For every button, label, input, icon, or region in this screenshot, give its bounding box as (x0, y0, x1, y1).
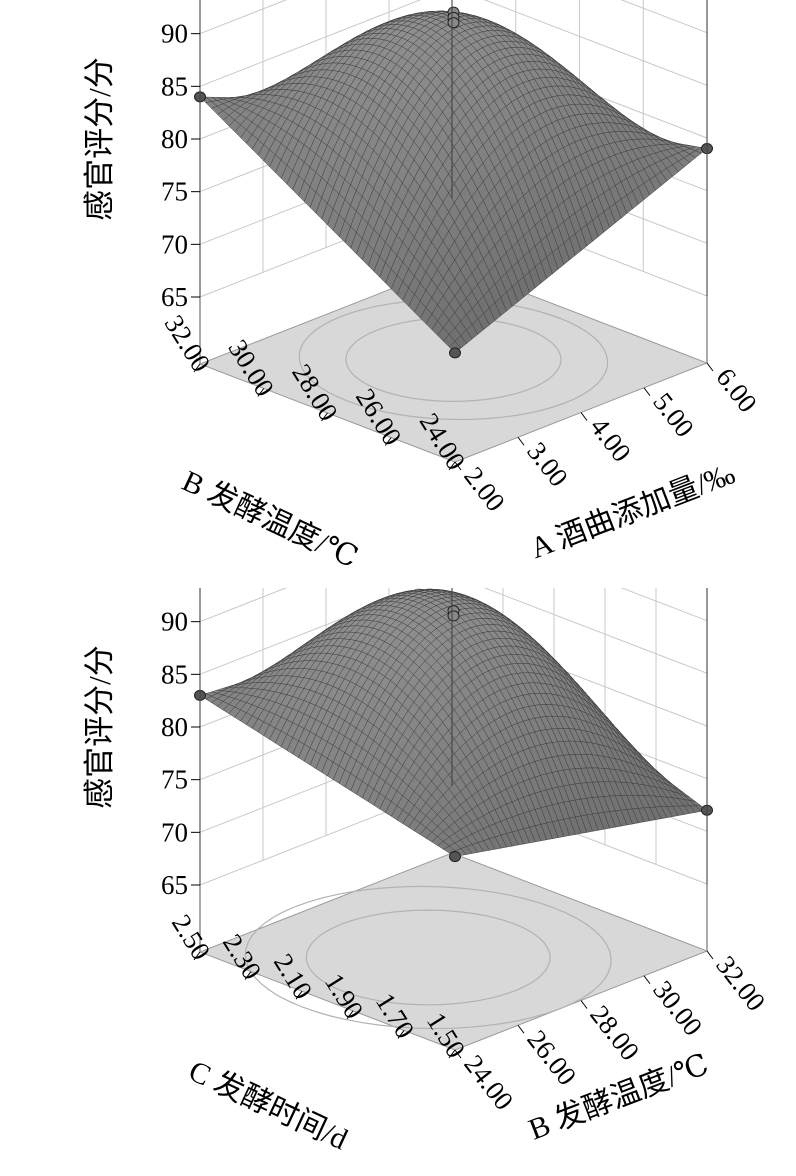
surface-chart-svg: 65707580859095感官评分/分24.0026.0028.0030.00… (82, 588, 771, 1156)
z-axis: 65707580859095 (161, 19, 200, 312)
y-tick-label: 2.50 (166, 909, 216, 965)
x-tick-mark (517, 436, 525, 446)
z-tick-label: 80 (161, 712, 188, 742)
y-tick-mark (397, 1030, 405, 1039)
z-axis: 65707580859095 (161, 607, 200, 900)
y-axis-title: B 发酵温度/℃ (177, 464, 363, 574)
surface-plot-b-c: 65707580859095感官评分/分24.0026.0028.0030.00… (0, 588, 796, 1176)
x-tick-label: 6.00 (710, 362, 763, 418)
x-tick-label: 5.00 (647, 387, 700, 443)
gridline-z (199, 0, 708, 35)
x-tick-label: 28.00 (584, 1000, 645, 1066)
z-tick-label: 70 (161, 817, 188, 847)
y-tick-mark (257, 388, 265, 397)
y-tick-mark (193, 363, 201, 373)
z-tick-label: 90 (161, 607, 188, 637)
y-axis-title: C 发酵时间/d (184, 1054, 353, 1156)
response-surface (199, 10, 708, 354)
x-tick-mark (580, 412, 588, 421)
z-tick-label: 75 (161, 765, 188, 795)
z-tick-label: 85 (161, 659, 188, 689)
z-tick-label: 75 (161, 177, 188, 207)
z-tick-label: 65 (161, 282, 188, 312)
response-surface (199, 588, 708, 857)
z-tick-label: 70 (161, 229, 188, 259)
x-tick-mark (517, 1024, 525, 1034)
y-tick-mark (193, 951, 201, 961)
z-tick-label: 85 (161, 71, 188, 101)
x-tick-mark (454, 461, 462, 471)
x-tick-label: 24.00 (458, 1049, 519, 1115)
z-axis-title: 感官评分/分 (82, 645, 117, 809)
y-tick-mark (346, 1010, 354, 1020)
z-tick-label: 90 (161, 19, 188, 49)
x-tick-mark (706, 362, 714, 372)
x-tick-label: 32.00 (710, 950, 771, 1016)
surface-plot-a-b: 65707580859095感官评分/分2.003.004.005.006.00… (82, 0, 763, 574)
y-tick-mark (384, 437, 392, 446)
gridline-z (199, 588, 708, 675)
y-tick-mark (448, 461, 456, 471)
contour-line (305, 909, 551, 1006)
x-tick-mark (580, 1000, 588, 1009)
x-tick-label: 2.00 (458, 461, 511, 517)
x-tick-label: 30.00 (647, 975, 708, 1041)
z-tick-label: 65 (161, 870, 188, 900)
x-tick-label: 26.00 (521, 1024, 582, 1090)
data-point (449, 347, 461, 359)
z-axis-title: 感官评分/分 (82, 57, 117, 221)
y-tick-mark (295, 990, 303, 1000)
x-tick-mark (454, 1049, 462, 1059)
data-point (447, 610, 460, 622)
x-tick-mark (643, 387, 651, 397)
data-point (449, 851, 461, 863)
x-tick-label: 4.00 (584, 412, 637, 468)
x-tick-mark (706, 950, 714, 960)
y-tick-mark (321, 412, 328, 422)
surface-chart-svg: 65707580859095感官评分/分2.003.004.005.006.00… (82, 0, 763, 574)
floor-contours (244, 885, 612, 1030)
x-tick-mark (643, 975, 651, 985)
x-tick-label: 3.00 (521, 436, 574, 492)
y-tick-mark (448, 1049, 456, 1059)
y-tick-mark (244, 971, 252, 980)
gridline-z (199, 0, 708, 87)
z-tick-label: 80 (161, 124, 188, 154)
gridline-z (199, 588, 708, 623)
contour-line (244, 885, 612, 1030)
data-point (447, 17, 460, 29)
